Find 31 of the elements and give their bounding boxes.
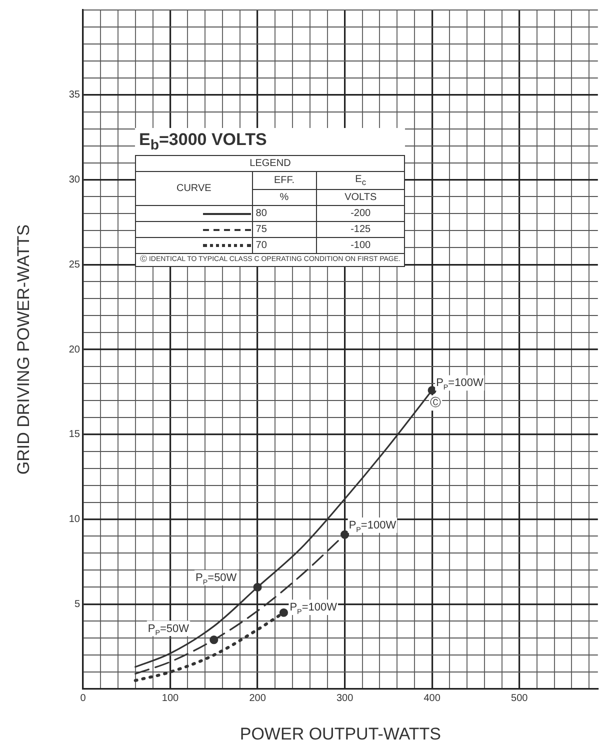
x-tick-label: 300 <box>336 692 354 704</box>
y-tick-label: 30 <box>68 174 80 186</box>
y-tick-label: 10 <box>68 514 80 525</box>
x-tick-label: 200 <box>249 692 266 704</box>
legend-label: 70 <box>252 238 316 254</box>
y-tick-label: 35 <box>68 90 80 101</box>
x-axis-title: POWER OUTPUT-WATTS <box>240 724 442 744</box>
legend-title: LEGEND <box>136 156 405 172</box>
y-axis-title: GRID DRIVING POWER-WATTS <box>14 224 33 475</box>
point <box>279 608 288 617</box>
y-tick-label: 5 <box>74 598 80 610</box>
annotation: E$_{c}$ <box>316 172 405 190</box>
y-tick-label: 15 <box>68 429 80 440</box>
y-tick-label: 25 <box>68 259 80 270</box>
annotation: % <box>252 190 316 206</box>
chart-title: E$_{b}$=3000 VOLTS <box>139 130 267 154</box>
annotation: EFF. <box>252 172 316 190</box>
legend-label: 75 <box>252 222 316 238</box>
x-tick-label: 0 <box>80 692 86 704</box>
annotation: -125 <box>316 222 405 238</box>
x-tick-label: 500 <box>511 692 528 704</box>
annotation: Ⓒ <box>430 396 442 410</box>
annotation: VOLTS <box>316 190 405 206</box>
annotation: -200 <box>316 206 405 222</box>
y-tick-label: 20 <box>68 344 80 356</box>
x-tick-label: 400 <box>424 692 441 704</box>
legend-label: 80 <box>252 206 316 222</box>
point <box>340 530 350 539</box>
annotation: CURVE <box>136 172 252 206</box>
annotation: -100 <box>316 238 405 254</box>
x-tick-label: 100 <box>162 692 180 704</box>
